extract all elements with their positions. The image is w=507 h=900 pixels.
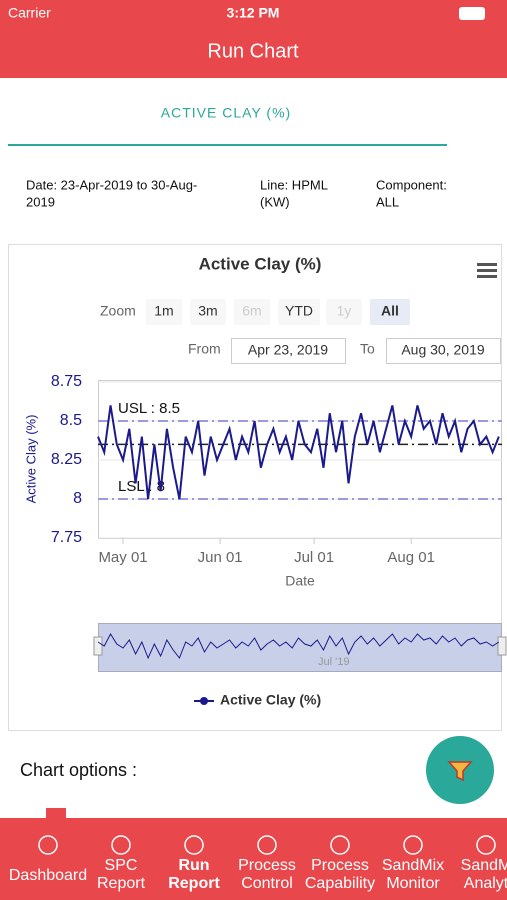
menu-icon[interactable]: [477, 263, 497, 278]
info-component: Component:: [376, 177, 447, 192]
y-tick-label: 8.25: [51, 451, 82, 468]
navigator[interactable]: [98, 623, 502, 672]
checkbox[interactable]: [46, 808, 66, 820]
nav-label[interactable]: Process: [238, 857, 296, 874]
legend-entry[interactable]: Active Clay (%): [220, 692, 321, 708]
x-axis-label: Date: [285, 573, 315, 589]
y-axis-label: Active Clay (%): [23, 415, 38, 504]
nav-label[interactable]: SPC: [105, 857, 138, 874]
zoom-button: [326, 299, 362, 325]
data-line: [97, 405, 500, 500]
nav-icon[interactable]: [111, 835, 131, 855]
zoom-button-label[interactable]: 1m: [154, 303, 173, 319]
nav-label[interactable]: Run: [178, 857, 209, 874]
zoom-button[interactable]: [190, 299, 226, 325]
x-tick-label: May 01: [98, 549, 147, 566]
nav-label[interactable]: Process: [311, 857, 369, 874]
chart-options-title: Chart options :: [20, 760, 137, 780]
nav-label[interactable]: Control: [241, 875, 293, 892]
limit-label: LSL : 8: [118, 478, 165, 495]
nav-label[interactable]: Capability: [305, 875, 375, 892]
info-line: (KW): [260, 194, 290, 209]
time: 3:12 PM: [227, 5, 280, 21]
zoom-button-label[interactable]: All: [381, 303, 399, 319]
legend-marker: [200, 697, 208, 705]
carrier: Carrier: [8, 5, 51, 21]
navigator-handle[interactable]: [93, 636, 103, 656]
nav-bar: [0, 818, 507, 900]
nav-icon[interactable]: [476, 835, 496, 855]
nav-label[interactable]: Report: [168, 875, 220, 892]
zoom-button-label[interactable]: 3m: [198, 303, 217, 319]
y-tick-label: 7.75: [51, 529, 82, 546]
filter-icon: [447, 761, 473, 782]
nav-icon[interactable]: [330, 835, 350, 855]
header-title: Run Chart: [207, 40, 299, 62]
zoom-button[interactable]: [146, 299, 182, 325]
to-value[interactable]: Aug 30, 2019: [401, 342, 485, 358]
chart-title: Active Clay (%): [199, 254, 322, 273]
to-label: To: [360, 341, 375, 357]
nav-label[interactable]: Analyt: [464, 875, 507, 892]
nav-icon[interactable]: [38, 835, 58, 855]
zoom-button-label[interactable]: YTD: [285, 303, 313, 319]
info-component: ALL: [376, 194, 399, 209]
nav-label[interactable]: SandMix: [382, 857, 444, 874]
limit-label: USL : 8.5: [118, 400, 180, 417]
y-tick-label: 8.75: [51, 373, 82, 390]
nav-icon[interactable]: [257, 835, 277, 855]
y-tick-label: 8: [73, 490, 82, 507]
nav-icon[interactable]: [184, 835, 204, 855]
navigator-handle[interactable]: [497, 636, 507, 656]
zoom-label: Zoom: [100, 303, 136, 319]
tab-indicator: [8, 144, 447, 146]
x-tick-label: Jun 01: [198, 549, 243, 566]
info-line: Line: HPML: [260, 177, 328, 192]
tab-label[interactable]: ACTIVE CLAY (%): [161, 105, 291, 121]
zoom-button-label: 6m: [242, 303, 261, 319]
zoom-button[interactable]: [278, 299, 320, 325]
from-label: From: [188, 341, 221, 357]
nav-label[interactable]: Monitor: [386, 875, 440, 892]
to-input[interactable]: [386, 338, 501, 364]
nav-label[interactable]: Dashboard: [9, 867, 87, 884]
header-bg: [0, 0, 507, 78]
zoom-button-label: 1y: [337, 303, 352, 319]
zoom-button[interactable]: [370, 299, 410, 325]
y-tick-label: 8.5: [60, 412, 82, 429]
battery: [459, 7, 485, 20]
navigator-line: [97, 632, 500, 660]
nav-label[interactable]: SandM: [461, 857, 507, 874]
from-input[interactable]: [231, 338, 346, 364]
zoom-button: [234, 299, 270, 325]
info-date: Date: 23-Apr-2019 to 30-Aug-: [26, 177, 197, 192]
from-value[interactable]: Apr 23, 2019: [248, 342, 328, 358]
navigator-label: Jul '19: [318, 656, 349, 668]
x-tick-label: Jul 01: [294, 549, 334, 566]
nav-label[interactable]: Report: [97, 875, 146, 892]
x-tick-label: Aug 01: [387, 549, 435, 566]
info-date: 2019: [26, 194, 55, 209]
nav-icon[interactable]: [403, 835, 423, 855]
